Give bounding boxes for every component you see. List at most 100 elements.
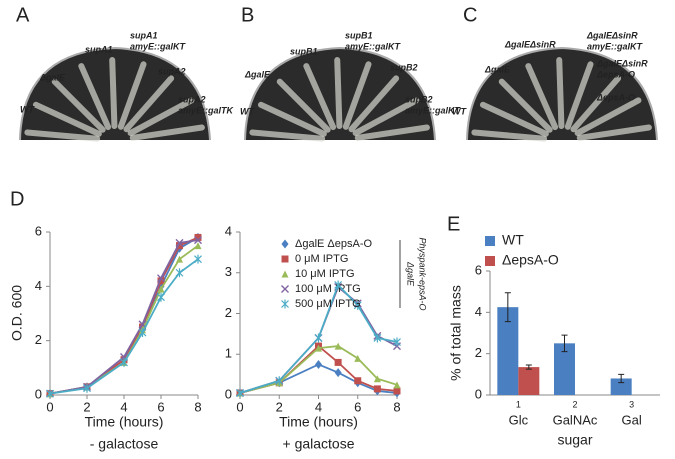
marker (281, 239, 289, 249)
marker (157, 277, 165, 285)
y-axis-label: % of total mass (448, 285, 464, 381)
marker (157, 285, 165, 293)
y-tick-label: 3 (225, 264, 232, 279)
bar (518, 367, 540, 395)
legend-label: 500 μM IPTG (295, 298, 361, 310)
legend-label: ΔepsA-O (502, 252, 559, 268)
y-tick-label: 2 (475, 345, 482, 360)
marker (175, 238, 184, 247)
legend-label: 0 μM IPTG (295, 253, 348, 265)
streak (78, 63, 112, 131)
streak (576, 124, 652, 141)
y-tick-label: 1 (225, 346, 232, 361)
bar (554, 343, 575, 395)
panel-letter: E (447, 213, 460, 235)
series-line (49, 236, 199, 395)
panel-letter: B (241, 4, 254, 26)
marker (157, 292, 165, 302)
marker (393, 381, 401, 389)
x-tick-label: 6 (354, 399, 361, 414)
y-tick-label: 2 (35, 332, 42, 347)
marker (354, 354, 362, 362)
strain-label: supB2 (390, 62, 418, 72)
error-bar (618, 373, 625, 384)
streak (123, 75, 175, 133)
streak (109, 57, 118, 130)
streak (117, 61, 147, 130)
marker (281, 299, 289, 309)
strain-label: supA1 (85, 44, 113, 54)
x-tick-label: 6 (157, 399, 164, 414)
marker (138, 328, 147, 338)
x-tick-label: 2 (83, 399, 90, 414)
y-tick-label: 0 (35, 386, 42, 401)
bar (610, 378, 632, 395)
x-axis-label: Time (hours) (279, 414, 358, 430)
marker (83, 383, 91, 393)
marker (373, 375, 381, 383)
error-bar (561, 334, 568, 353)
streak (564, 61, 594, 130)
streak (342, 61, 372, 130)
streak (127, 97, 195, 137)
x-tick-label: 4 (120, 399, 127, 414)
marker (315, 359, 322, 369)
marker (194, 242, 202, 250)
legend-label: ΔgalE ΔepsA-O (295, 238, 373, 250)
x-tick-label: 4 (315, 399, 322, 414)
y-tick-label: 0 (475, 386, 482, 401)
marker (176, 255, 183, 263)
marker (334, 280, 343, 290)
streak (525, 63, 559, 131)
marker (175, 268, 184, 278)
strain-label: ΔepsA-O (596, 69, 635, 79)
legend-label: WT (502, 232, 524, 248)
plate-rim (244, 46, 436, 141)
marker (393, 387, 401, 395)
y-tick-label: 0 (225, 386, 232, 401)
strain-label: ΔgalEΔsinR (586, 30, 638, 40)
streak (334, 57, 343, 130)
strain-label: supA2 (158, 66, 186, 76)
strain-label: WT (240, 106, 255, 116)
x-axis-label: sugar (557, 432, 592, 448)
category-number: 1 (516, 399, 521, 409)
streak (570, 75, 622, 133)
bar (497, 307, 519, 395)
streak (479, 101, 549, 137)
marker (314, 333, 323, 343)
strain-label: ΔgalEΔsinR (596, 58, 648, 68)
legend-swatch (485, 236, 495, 246)
x-tick-label: 0 (46, 399, 53, 414)
x-tick-label: 8 (194, 399, 201, 414)
streak (556, 57, 565, 130)
y-axis-label: O.D. 600 (9, 285, 25, 341)
series-line (49, 239, 199, 395)
x-tick-label: 0 (236, 399, 243, 414)
category-number: 2 (572, 399, 577, 409)
marker (315, 344, 322, 352)
error-bar (525, 364, 532, 370)
strain-label: supA1 (130, 30, 158, 40)
streak (257, 101, 327, 137)
strain-label: ΔgalE (39, 72, 66, 82)
marker (281, 255, 289, 263)
marker (236, 388, 244, 398)
strain-label: WT (452, 106, 467, 116)
x-tick-label: GalNAc (553, 412, 598, 427)
series-line (49, 258, 199, 395)
streak (32, 101, 102, 137)
x-tick-label: 8 (393, 399, 400, 414)
series-line (49, 236, 199, 395)
subtitle: - galactose (90, 436, 159, 452)
strain-label: ΔgalEΔsinR (504, 39, 556, 49)
strain-label: supB2 (405, 94, 433, 104)
strain-label: supB1 (290, 46, 318, 56)
strain-label: amyE::galTK (178, 105, 235, 115)
marker (334, 358, 342, 366)
streak (574, 97, 642, 137)
x-tick-label: 2 (276, 399, 283, 414)
streak (471, 129, 548, 142)
strain-label: amyE::galKT (405, 105, 462, 115)
legend-note: Physpank-epsA-O (418, 237, 428, 310)
